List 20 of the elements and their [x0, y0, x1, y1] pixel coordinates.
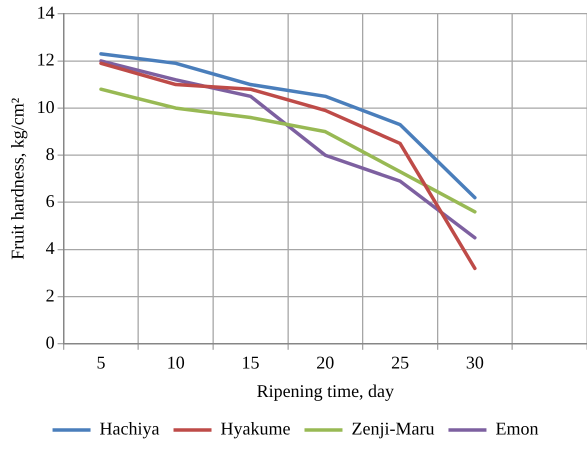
y-tick-label: 8	[46, 144, 55, 164]
y-tick-label: 10	[36, 96, 55, 117]
x-tick-label: 25	[391, 352, 410, 372]
x-tick-label: 15	[242, 352, 260, 372]
y-tick-label: 4	[46, 238, 55, 258]
y-tick-label: 2	[46, 285, 55, 306]
y-tick-label: 14	[36, 2, 55, 23]
y-axis-title: Fruit hardness, kg/cm²	[8, 98, 28, 260]
legend-label: Zenji-Maru	[351, 418, 434, 439]
x-tick-label: 5	[96, 352, 106, 372]
legend-label: Hyakume	[220, 418, 290, 439]
legend-label: Emon	[495, 418, 538, 439]
x-axis-title: Ripening time, day	[256, 380, 394, 401]
x-tick-label: 20	[316, 352, 334, 372]
legend-label: Hachiya	[100, 418, 160, 439]
x-tick-label: 10	[166, 352, 185, 372]
y-tick-label: 6	[46, 191, 55, 212]
y-tick-label: 0	[46, 332, 55, 353]
y-tick-label: 12	[36, 50, 55, 70]
x-tick-label: 30	[466, 352, 484, 372]
